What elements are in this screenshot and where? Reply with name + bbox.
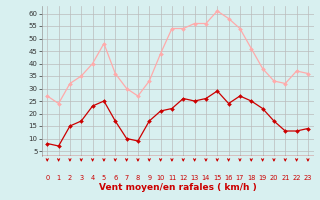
X-axis label: Vent moyen/en rafales ( km/h ): Vent moyen/en rafales ( km/h ) [99,183,256,192]
